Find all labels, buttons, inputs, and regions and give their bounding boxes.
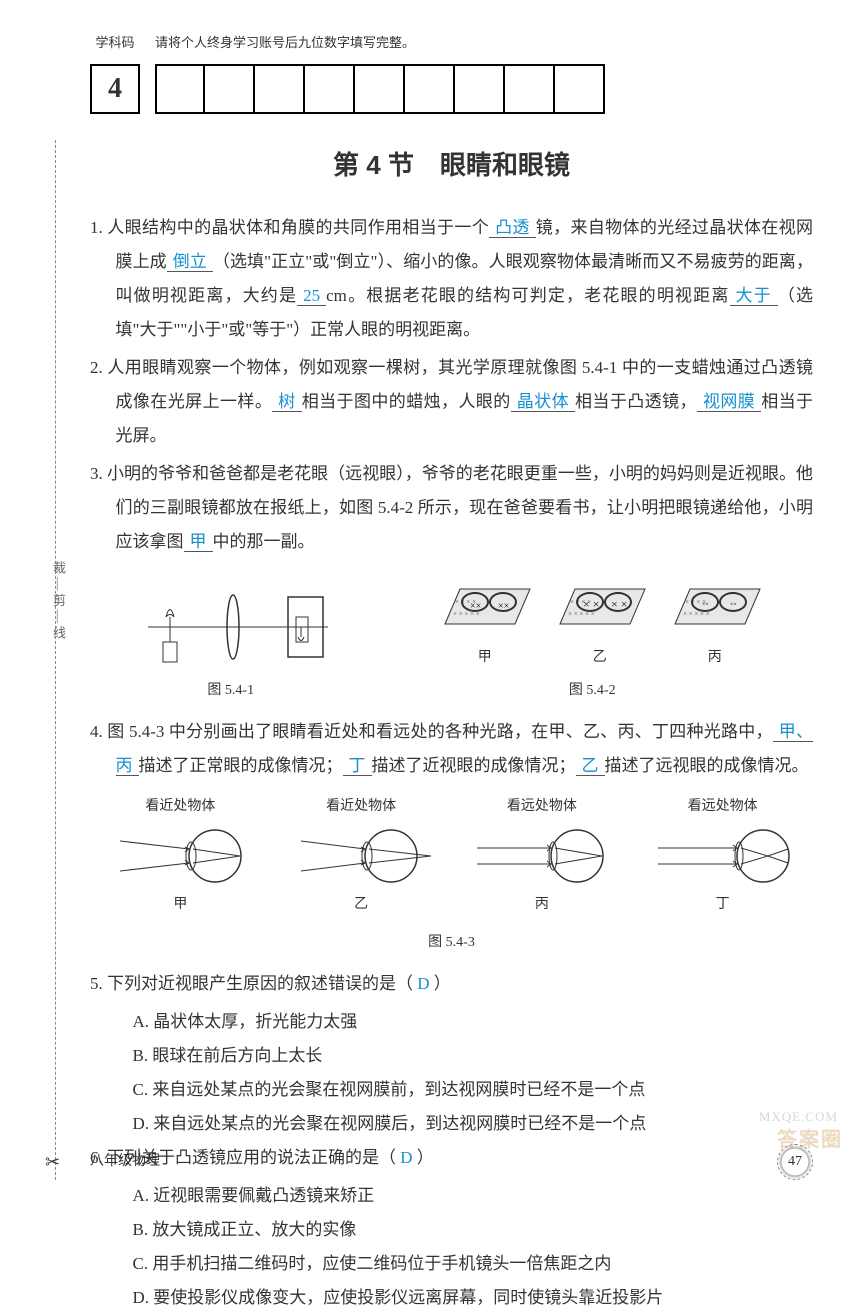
eye-ding: 看远处物体 丁 [648, 793, 798, 919]
fig-543-caption: 图 5.4-3 [90, 929, 813, 957]
q2-ans2: 晶状体 [511, 392, 575, 412]
q5-option-b: B. 眼球在前后方向上太长 [90, 1039, 813, 1073]
id-instruction: 请将个人终身学习账号后九位数字填写完整。 [155, 30, 415, 56]
glasses-yi: × × × × × × × × × × ×× × [550, 574, 650, 644]
footer-subject: 八年级物理 [90, 1148, 160, 1176]
svg-text:××: ×× [730, 602, 737, 608]
cut-line [55, 140, 56, 1180]
q3-ans1: 甲 [184, 532, 213, 552]
q1-ans2: 倒立 [167, 252, 213, 272]
watermark-text: 答案圈 [777, 1120, 843, 1160]
cut-line-label: 裁 — 剪 — 线 [45, 561, 71, 639]
svg-text:× ×: × × [583, 597, 600, 611]
scissors-icon: ✂ [45, 1144, 60, 1180]
question-3: 3. 小明的爷爷和爸爸都是老花眼（远视眼），爷爷的老花眼更重一些，小明的妈妈则是… [90, 457, 813, 559]
figure-captions-1: 图 5.4-1 图 5.4-2 [90, 677, 813, 705]
subject-code-label: 学科码 [90, 30, 140, 56]
question-5: 5. 下列对近视眼产生原因的叙述错误的是（ D ） [90, 967, 813, 1001]
q6-option-c: C. 用手机扫描二维码时，应使二维码位于手机镜头一倍焦距之内 [90, 1247, 813, 1281]
q6-option-b: B. 放大镜成正立、放大的实像 [90, 1213, 813, 1247]
q5-answer: D [417, 974, 429, 993]
subject-code-box: 4 [90, 64, 140, 114]
figure-5-4-1 [138, 582, 338, 672]
q5-option-a: A. 晶状体太厚，折光能力太强 [90, 1005, 813, 1039]
figure-5-4-3: 看近处物体 甲 看近处物体 乙 看远处物体 [90, 793, 813, 919]
header-labels: 学科码 请将个人终身学习账号后九位数字填写完整。 [90, 30, 813, 56]
svg-text:× ×: × × [611, 597, 628, 611]
glasses-bing: × × × × × × × × × ×××× [665, 574, 765, 644]
question-4: 4. 图 5.4-3 中分别画出了眼睛看近处和看远处的各种光路，在甲、乙、丙、丁… [90, 715, 813, 783]
q1-ans4: 大于 [730, 286, 778, 306]
glasses-jia: × × × × × × × × × ×××× [435, 574, 535, 644]
svg-text:××: ×× [702, 602, 709, 608]
eye-bing: 看远处物体 丙 [467, 793, 617, 919]
q4-ans3: 乙 [576, 756, 605, 776]
svg-text:××: ×× [470, 601, 481, 612]
section-title: 第 4 节 眼睛和眼镜 [90, 139, 813, 191]
q5-option-c: C. 来自远处某点的光会聚在视网膜前，到达视网膜时已经不是一个点 [90, 1073, 813, 1107]
page-footer: 八年级物理 47 [90, 1144, 813, 1180]
q6-option-a: A. 近视眼需要佩戴凸透镜来矫正 [90, 1179, 813, 1213]
question-2: 2. 人用眼睛观察一个物体，例如观察一棵树，其光学原理就像图 5.4-1 中的一… [90, 351, 813, 453]
q2-ans1: 树 [272, 392, 301, 412]
code-row: 4 [90, 64, 813, 114]
q1-ans3: 25 [297, 286, 326, 306]
q6-option-d: D. 要使投影仪成像变大，应使投影仪远离屏幕，同时使镜头靠近投影片 [90, 1281, 813, 1315]
q1-ans1: 凸透 [489, 218, 536, 238]
eye-yi: 看近处物体 乙 [286, 793, 436, 919]
q2-ans3: 视网膜 [697, 392, 761, 412]
figure-row-1: × × × × × × × × × ×××× 甲 × × × × × × × ×… [90, 574, 813, 672]
q4-ans2: 丁 [343, 756, 372, 776]
figure-5-4-2: × × × × × × × × × ×××× 甲 × × × × × × × ×… [435, 574, 765, 672]
question-1: 1. 人眼结构中的晶状体和角膜的共同作用相当于一个凸透镜，来自物体的光经过晶状体… [90, 211, 813, 347]
svg-text:××: ×× [498, 601, 509, 612]
id-boxes[interactable] [155, 64, 605, 114]
eye-jia: 看近处物体 甲 [105, 793, 255, 919]
q5-option-d: D. 来自远处某点的光会聚在视网膜后，到达视网膜时已经不是一个点 [90, 1107, 813, 1141]
